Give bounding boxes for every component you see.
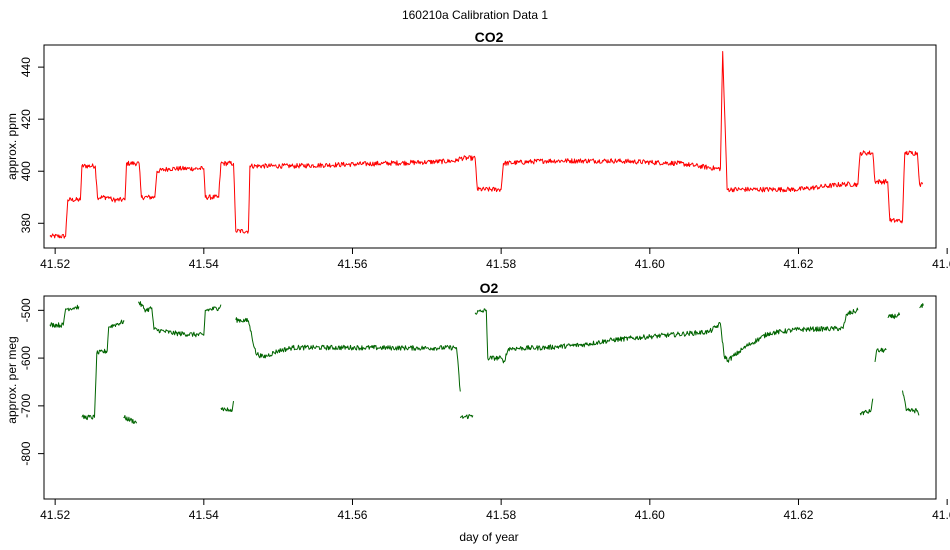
o2-x-tick-label-3: 41.58 (486, 508, 516, 522)
co2-x-ticks: 41.52 41.54 41.56 41.58 41.60 41.62 41.64 (40, 248, 950, 271)
o2-panel-title: O2 (480, 280, 499, 296)
co2-series (49, 51, 924, 239)
co2-y-tick-label-3: 440 (19, 57, 33, 77)
o2-x-axis-label: day of year (459, 530, 518, 544)
o2-series-0-segment-11 (902, 390, 920, 416)
co2-plot-frame (43, 44, 937, 249)
o2-series-0-segment-10 (887, 312, 901, 320)
o2-y-tick-label-0: -800 (19, 441, 33, 465)
o2-series-0-segment-12 (919, 303, 924, 309)
co2-panel-title: CO2 (475, 29, 504, 45)
o2-series-0-segment-7 (474, 307, 859, 364)
co2-x-tick-label-0: 41.52 (40, 257, 70, 271)
o2-x-tick-label-2: 41.56 (337, 508, 367, 522)
o2-x-ticks: 41.52 41.54 41.56 41.58 41.60 41.62 41.64 (40, 499, 950, 522)
o2-series-0-segment-9 (874, 347, 887, 362)
o2-y-tick-label-3: -500 (19, 298, 33, 322)
co2-y-tick-label-2: 420 (19, 109, 33, 129)
o2-y-tick-label-2: -600 (19, 346, 33, 370)
co2-x-tick-label-1: 41.54 (189, 257, 219, 271)
o2-series-0-segment-1 (81, 319, 125, 421)
co2-y-tick-label-1: 400 (19, 161, 33, 181)
o2-series-0-segment-5 (235, 317, 461, 392)
o2-series (49, 301, 924, 424)
o2-plot-frame (43, 295, 937, 500)
o2-y-axis-label: approx. per meg (5, 336, 19, 423)
o2-series-0-segment-4 (220, 401, 234, 412)
co2-y-tick-label-0: 380 (19, 213, 33, 233)
o2-series-0-segment-2 (123, 415, 138, 424)
o2-panel: O2 approx. per meg day of year 41.52 41.5… (5, 280, 950, 544)
o2-x-tick-label-4: 41.60 (635, 508, 665, 522)
co2-x-tick-label-4: 41.60 (635, 257, 665, 271)
co2-panel: CO2 approx. ppm 41.52 41.54 41.56 41.58 41.6… (5, 29, 950, 271)
o2-series-0-segment-3 (137, 301, 222, 338)
co2-x-tick-label-3: 41.58 (486, 257, 516, 271)
o2-x-tick-label-6: 41.64 (932, 508, 950, 522)
co2-y-axis-label: approx. ppm (5, 113, 19, 180)
o2-series-0-segment-0 (49, 304, 80, 328)
o2-x-tick-label-0: 41.52 (40, 508, 70, 522)
o2-x-tick-label-1: 41.54 (189, 508, 219, 522)
o2-y-ticks: -800 -700 -600 -500 (19, 298, 44, 466)
figure-title: 160210a Calibration Data 1 (402, 8, 548, 22)
co2-series-0-segment-0 (49, 51, 924, 239)
co2-y-ticks: 380 400 420 440 (19, 57, 44, 233)
co2-x-tick-label-5: 41.62 (783, 257, 813, 271)
o2-y-tick-label-1: -700 (19, 394, 33, 418)
co2-x-tick-label-6: 41.64 (932, 257, 950, 271)
o2-x-tick-label-5: 41.62 (783, 508, 813, 522)
o2-series-0-segment-6 (459, 414, 474, 420)
co2-x-tick-label-2: 41.56 (337, 257, 367, 271)
o2-series-0-segment-8 (859, 398, 874, 416)
